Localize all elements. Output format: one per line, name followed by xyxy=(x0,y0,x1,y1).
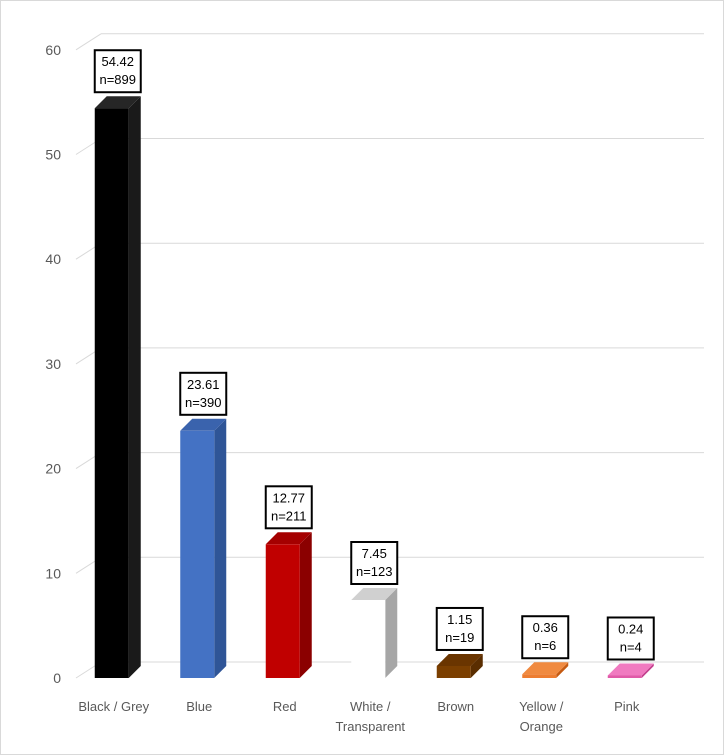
data-label-value: 0.24 xyxy=(618,621,643,636)
data-label-count: n=390 xyxy=(185,395,222,410)
data-label-count: n=19 xyxy=(445,630,474,645)
data-label: 1.15 n=19 xyxy=(435,606,484,651)
bar-top xyxy=(607,663,654,676)
category-label: Transparent xyxy=(335,719,405,734)
y-axis-ticks: 0 10 20 30 40 50 60 xyxy=(45,42,61,686)
data-label: 7.45 n=123 xyxy=(350,540,399,585)
data-label: 12.77 n=211 xyxy=(264,485,313,530)
bar-side xyxy=(470,653,483,678)
bar-side xyxy=(556,662,569,678)
data-label-value: 7.45 xyxy=(362,546,387,561)
bar-side xyxy=(299,532,312,678)
y-tick-label: 60 xyxy=(45,42,61,58)
data-label-box xyxy=(606,616,655,661)
bar-front xyxy=(94,108,129,679)
data-label-count: n=211 xyxy=(271,508,307,523)
data-label: 23.61 n=390 xyxy=(179,371,228,416)
bar xyxy=(94,96,141,679)
bar xyxy=(607,663,654,678)
x-axis-categories: Black / Grey Blue Red White / Transparent Bro… xyxy=(78,699,640,734)
data-label-box xyxy=(264,485,313,530)
data-label: 0.36 n=6 xyxy=(521,615,570,660)
bar-top xyxy=(522,662,569,675)
data-label-box xyxy=(93,49,142,94)
data-label-count: n=123 xyxy=(356,564,393,579)
data-label-count: n=899 xyxy=(99,72,136,87)
data-label-count: n=6 xyxy=(534,638,556,653)
bar-front xyxy=(351,599,386,678)
bar-top xyxy=(180,418,227,431)
bar xyxy=(351,587,398,678)
bar-side xyxy=(214,418,227,678)
y-tick-label: 50 xyxy=(45,147,61,163)
bar-side xyxy=(128,96,141,679)
category-label: Blue xyxy=(186,699,212,714)
data-labels: 54.42 n=899 23.61 n=390 12.77 n=211 7.45 n=123 1… xyxy=(93,49,655,661)
bar-side xyxy=(641,663,654,678)
data-label-box xyxy=(179,371,228,416)
category-label: Black / Grey xyxy=(78,699,149,714)
bar-top xyxy=(436,653,483,666)
data-label-box xyxy=(435,606,484,651)
bar-side xyxy=(385,587,398,678)
category-label: Pink xyxy=(614,699,640,714)
bar-top xyxy=(351,587,398,600)
data-label: 54.42 n=899 xyxy=(93,49,142,94)
data-label-value: 0.36 xyxy=(533,620,558,635)
data-label-value: 54.42 xyxy=(101,54,134,69)
y-tick-label: 0 xyxy=(53,670,61,686)
bar xyxy=(522,662,569,678)
category-label: Orange xyxy=(520,719,563,734)
data-label-value: 12.77 xyxy=(272,490,305,505)
category-label: Yellow / xyxy=(519,699,564,714)
bar-front xyxy=(180,430,215,678)
data-label-box xyxy=(521,615,570,660)
gridline-side xyxy=(75,33,102,51)
y-tick-label: 10 xyxy=(45,565,61,581)
data-label-value: 1.15 xyxy=(447,612,472,627)
data-label: 0.24 n=4 xyxy=(606,616,655,661)
y-tick-label: 30 xyxy=(45,356,61,372)
bars xyxy=(94,96,654,679)
bar-front xyxy=(436,665,471,678)
category-label: Red xyxy=(273,699,297,714)
category-label: Brown xyxy=(437,699,474,714)
y-tick-label: 20 xyxy=(45,461,61,477)
bar-top xyxy=(94,96,141,109)
bar xyxy=(265,532,312,678)
y-tick-label: 40 xyxy=(45,251,61,267)
bar xyxy=(180,418,227,678)
data-label-box xyxy=(350,540,399,585)
bar-front xyxy=(265,544,300,678)
bar-front xyxy=(607,675,642,678)
category-label: White / xyxy=(350,699,391,714)
bar-top xyxy=(265,532,312,545)
bar xyxy=(436,653,483,678)
data-label-count: n=4 xyxy=(620,639,642,654)
data-label-value: 23.61 xyxy=(187,377,220,392)
bar-front xyxy=(522,674,557,678)
